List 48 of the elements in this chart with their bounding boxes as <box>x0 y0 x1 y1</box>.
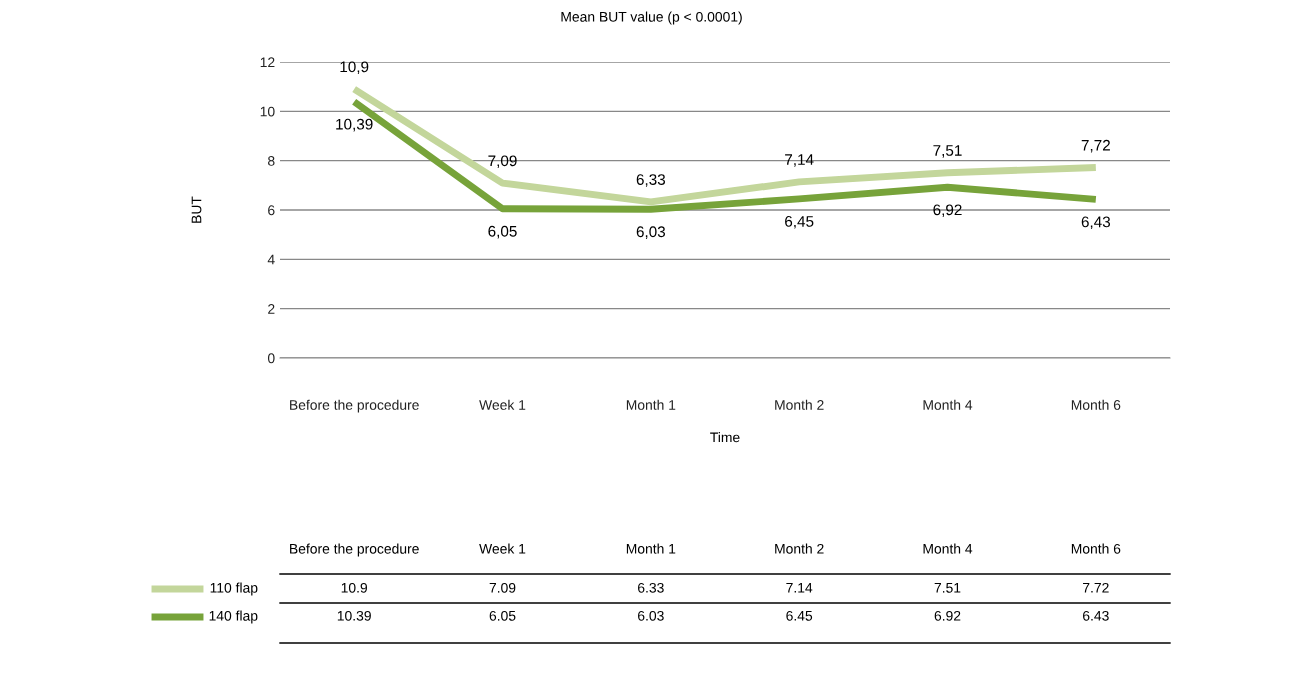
y-tick-label: 4 <box>267 254 275 265</box>
legend-label: 140 flap <box>209 610 258 624</box>
category-label: Before the procedure <box>290 543 419 557</box>
category-label: Week 1 <box>479 543 526 554</box>
data-label: 6,05 <box>488 225 517 239</box>
text: 7.51 <box>934 583 961 593</box>
text: 6.03 <box>638 610 664 621</box>
data-label: 7,51 <box>933 145 962 158</box>
data-label: 10,9 <box>340 61 369 75</box>
text: 10.9 <box>341 582 368 593</box>
x-tick-label: Week 1 <box>479 399 526 410</box>
data-label: 7,72 <box>1081 139 1110 153</box>
y-tick-label: 0 <box>267 353 275 364</box>
x-tick-label: Month 6 <box>1071 399 1121 410</box>
x-tick-label: Before the procedure <box>290 399 419 413</box>
x-tick-label: Month 2 <box>775 399 824 410</box>
data-label: 10,39 <box>336 118 373 132</box>
x-tick-label: Month 4 <box>923 399 973 410</box>
legend-label: 110 flap <box>210 582 258 596</box>
y-tick-label: 10 <box>260 106 275 117</box>
data-label: 6,45 <box>785 215 814 229</box>
text: 7.09 <box>489 582 516 593</box>
data-label: 7,14 <box>785 154 814 167</box>
y-tick-label: 2 <box>268 304 275 314</box>
y-tick-label: 8 <box>268 156 275 166</box>
text: 6.33 <box>638 582 664 593</box>
text: 10.39 <box>337 610 371 621</box>
text: 7.72 <box>1083 582 1109 593</box>
data-label: 7,09 <box>488 155 517 169</box>
y-tick-label: 6 <box>268 205 275 216</box>
chart-title: Mean BUT value (p < 0.0001) <box>561 11 742 25</box>
data-label: 6,92 <box>933 204 962 217</box>
data-label: 6,43 <box>1081 216 1111 230</box>
text: 6.43 <box>1083 610 1109 621</box>
category-label: Month 2 <box>775 543 824 554</box>
data-label: 6,03 <box>636 226 666 239</box>
text: 6.05 <box>489 610 516 621</box>
y-axis-title: BUT <box>191 196 202 223</box>
x-axis-title: Time <box>710 432 740 443</box>
category-label: Month 6 <box>1071 543 1121 554</box>
text: 6.92 <box>934 610 961 621</box>
data-label: 6,33 <box>636 174 666 187</box>
x-tick-label: Month 1 <box>626 399 676 410</box>
category-label: Month 4 <box>923 543 973 554</box>
category-label: Month 1 <box>626 543 676 554</box>
text: 7.14 <box>786 583 813 593</box>
y-tick-label: 12 <box>260 57 275 68</box>
text: 6.45 <box>786 610 813 621</box>
